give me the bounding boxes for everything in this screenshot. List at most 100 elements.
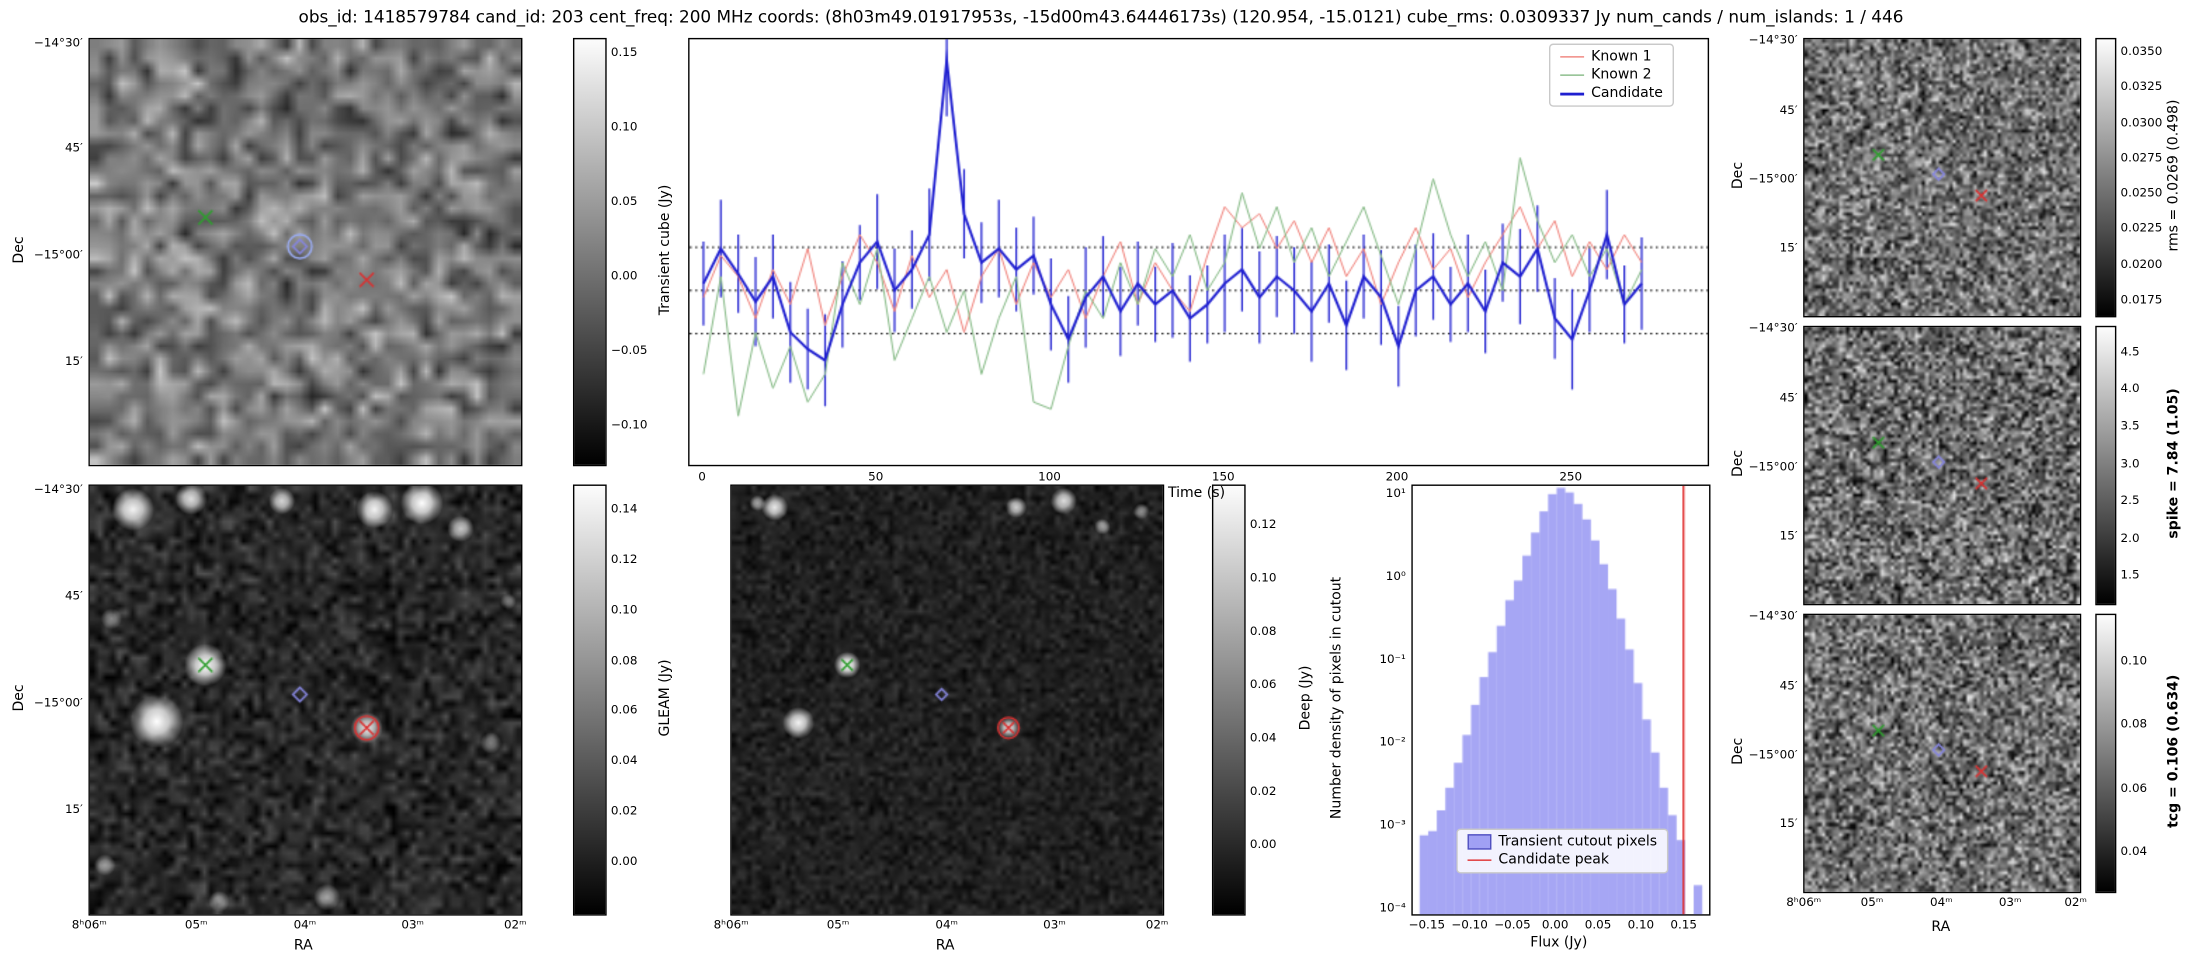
candidate-peak-line-swatch [1467,859,1492,861]
known2-line-swatch [1560,74,1585,76]
legend-entry-cutout-pixels: Transient cutout pixels [1467,834,1658,850]
legend-entry-candidate: Candidate [1560,86,1663,101]
flux-axis-label: Flux (Jy) [1530,935,1588,951]
gleam-colorbar-tick: 0.04 [610,754,638,769]
deep-colorbar-label: Deep (Jy) [1298,665,1314,731]
transient-colorbar-tick: −0.10 [610,419,648,434]
dec-axis-label: Dec [1730,449,1747,478]
deep-colorbar [1211,484,1246,916]
deep-colorbar-tick: 0.08 [1249,624,1277,639]
spike-cutout-image [1803,325,2082,606]
transient-colorbar-label: Transient cube (Jy) [657,184,674,316]
dec-tick: 15′ [1779,241,1798,256]
lightcurve-x-tick: 200 [1385,470,1409,485]
ra-tick: 03ᵐ [1043,918,1066,933]
hist-x-tick: 0.05 [1584,918,1612,933]
spike-colorbar-tick: 3.0 [2120,457,2140,472]
ra-tick: 02ᵐ [1145,918,1169,933]
ra-tick: 05ᵐ [184,918,208,933]
rms-colorbar-tick: 0.0275 [2120,151,2163,166]
hist-x-tick: 0.15 [1670,918,1697,933]
ra-tick: 04ᵐ [293,918,317,933]
rms-colorbar [2095,37,2117,318]
ra-axis-label: RA [935,938,955,954]
hist-y-tick: 10⁻¹ [1379,653,1406,668]
dec-tick: 45′ [1779,679,1798,694]
ra-tick: 04ᵐ [1930,895,1953,911]
hist-y-tick: 10⁰ [1385,570,1406,585]
spike-colorbar [2095,325,2117,606]
hist-y-tick: 10⁻² [1379,735,1406,750]
lightcurve-x-tick: 250 [1559,470,1583,485]
lightcurve-legend: Known 1 Known 2 Candidate [1548,43,1675,107]
histogram-patch-swatch [1467,834,1492,850]
transient-colorbar-tick: −0.05 [610,344,648,359]
hist-x-tick: −0.10 [1451,918,1488,933]
rms-colorbar-tick: 0.0225 [2120,222,2163,237]
dec-tick: 45′ [64,589,83,604]
dec-tick: 15′ [64,355,83,370]
dec-tick: −14°30′ [1748,34,1798,49]
ra-tick: 05ᵐ [826,918,850,933]
ra-tick: 8ʰ06ᵐ [1786,895,1822,911]
deep-colorbar-tick: 0.04 [1249,731,1277,746]
ra-tick: 8ʰ06ᵐ [71,918,107,933]
dec-tick: 15′ [1779,529,1798,544]
spike-colorbar-tick: 2.0 [2120,531,2140,546]
ra-tick: 03ᵐ [1998,895,2022,911]
deep-colorbar-tick: 0.00 [1249,838,1277,853]
gleam-colorbar-tick: 0.14 [610,502,638,517]
lightcurve-x-tick: 150 [1211,470,1235,485]
legend-label: Known 1 [1591,49,1652,65]
dec-axis-label: Dec [1730,161,1747,190]
transient-cutout-image [88,37,523,467]
dec-tick: 45′ [1779,103,1798,118]
hist-y-tick: 10⁻⁴ [1379,901,1406,916]
hist-x-tick: −0.05 [1494,918,1531,933]
lightcurve-x-tick: 100 [1038,470,1061,485]
deep-colorbar-tick: 0.12 [1249,517,1277,532]
spike-colorbar-tick: 3.5 [2120,419,2140,434]
histogram-legend: Transient cutout pixels Candidate peak [1456,828,1669,874]
legend-label: Transient cutout pixels [1498,834,1658,850]
gleam-cutout-image [88,484,523,916]
rms-cutout-image [1803,37,2082,318]
lightcurve-x-tick: 0 [698,470,706,485]
dec-tick: −14°30′ [1748,609,1798,625]
dec-tick: 15′ [64,803,83,818]
ra-tick: 8ʰ06ᵐ [713,918,749,933]
tcg-colorbar [2095,613,2117,894]
ra-tick: 04ᵐ [935,918,959,933]
ra-axis-label: RA [293,938,313,954]
lightcurve-x-tick: 50 [868,470,884,485]
deep-colorbar-tick: 0.10 [1249,571,1277,586]
time-axis-label: Time (s) [1167,485,1226,502]
legend-entry-known1: Known 1 [1560,49,1663,65]
rms-colorbar-tick: 0.0325 [2120,80,2163,95]
dec-tick: −15°00′ [33,248,83,263]
tcg-colorbar-tick: 0.08 [2120,717,2148,733]
legend-entry-candidate-peak: Candidate peak [1467,852,1658,868]
hist-x-tick: 0.10 [1627,918,1655,933]
hist-x-tick: −0.15 [1408,918,1446,933]
tcg-cutout-image [1803,613,2082,894]
transient-colorbar-tick: 0.15 [610,45,638,60]
spike-colorbar-tick: 4.5 [2120,344,2140,359]
deep-colorbar-tick: 0.06 [1249,678,1277,693]
dec-tick: −14°30′ [33,482,83,497]
deep-cutout-image [730,484,1165,916]
rms-colorbar-tick: 0.0250 [2120,186,2163,201]
tcg-colorbar-tick: 0.04 [2120,845,2148,860]
dec-axis-label: Dec [11,684,28,712]
gleam-colorbar-tick: 0.08 [610,653,638,668]
tcg-colorbar-tick: 0.06 [2120,781,2148,796]
rms-colorbar-tick: 0.0175 [2120,293,2163,308]
ra-axis-label: RA [1931,919,1951,936]
dec-tick: −15°00′ [1748,460,1798,475]
gleam-colorbar-tick: 0.02 [610,805,638,820]
ra-tick: 02ᵐ [503,918,527,933]
gleam-colorbar-tick: 0.06 [610,704,638,719]
gleam-colorbar-tick: 0.10 [610,603,638,618]
dec-tick: −14°30′ [33,35,83,51]
